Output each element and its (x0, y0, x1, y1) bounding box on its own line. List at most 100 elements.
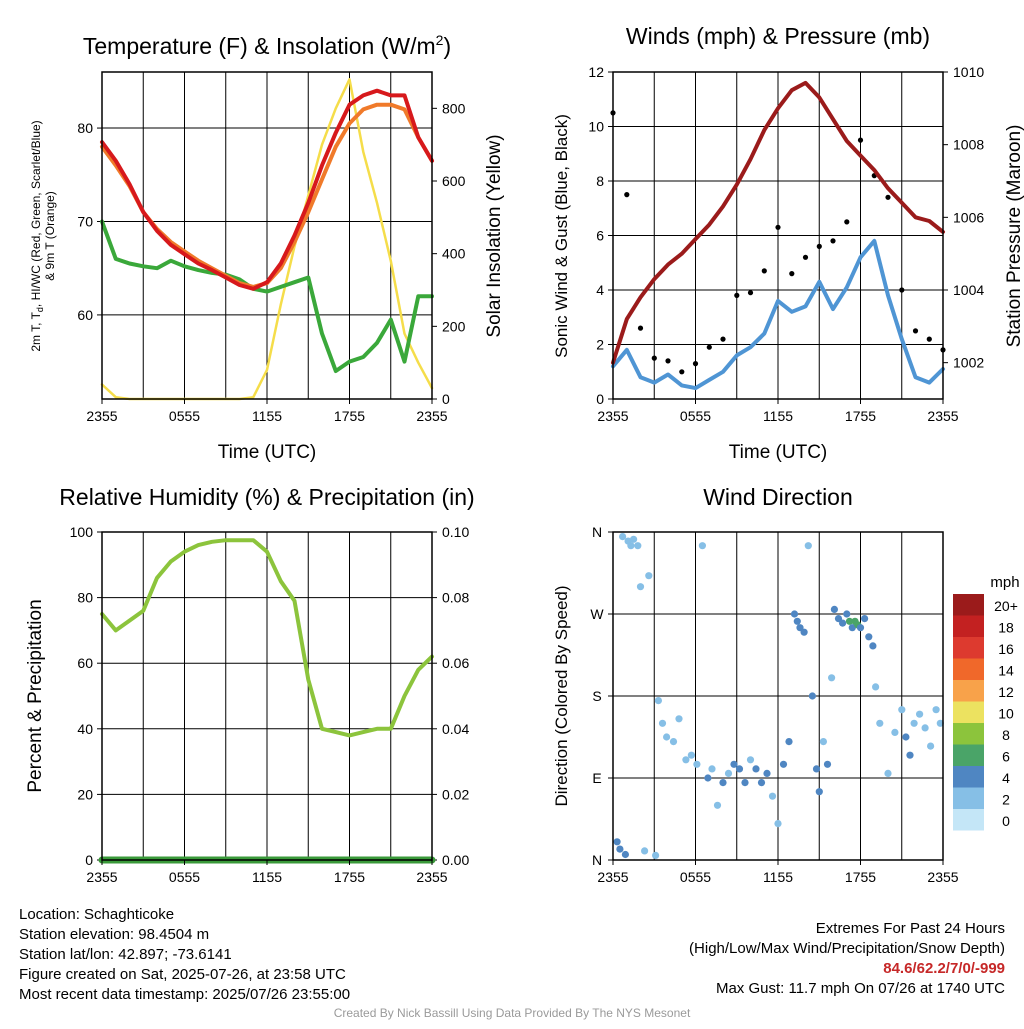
direction-point (735, 765, 744, 773)
direction-point (708, 765, 716, 773)
direction-point (861, 615, 869, 623)
gust-dot (816, 243, 822, 249)
direction-ytick-label: N (592, 852, 602, 868)
direction-point (675, 715, 683, 723)
winds-xtick-label: 2355 (927, 408, 958, 424)
temperature-ylabel-line2: & 9m T (Orange) (43, 191, 57, 281)
insolation-ylabel: Solar Insolation (Yellow) (484, 134, 505, 337)
speed-legend-swatch (953, 658, 984, 680)
direction-point (658, 719, 667, 727)
direction-point (652, 851, 660, 860)
direction-point (843, 610, 851, 618)
station-latlon: Station lat/lon: 42.897; -73.6141 (19, 946, 232, 963)
direction-point (828, 674, 836, 682)
humidity-xtick-label: 1155 (252, 869, 282, 885)
direction-point (636, 583, 645, 591)
direction-point (613, 838, 621, 846)
extremes-legend: (High/Low/Max Wind/Precipitation/Snow De… (689, 940, 1005, 957)
dewpoint-line (100, 219, 434, 373)
pressure-y2tick-label: 1010 (953, 64, 984, 80)
speed-legend-label: 0 (1002, 813, 1010, 829)
gust-dot (637, 325, 644, 331)
speed-legend-label: 10 (998, 705, 1014, 721)
temperature-ytick-label: 70 (77, 213, 93, 229)
gust-dot (885, 194, 891, 200)
insolation-y2tick-label: 400 (442, 246, 466, 262)
direction-point (785, 738, 793, 746)
wind-ytick-label: 4 (596, 282, 604, 298)
pressure-y2tick-label: 1002 (953, 355, 984, 371)
speed-legend-label: 20+ (994, 598, 1018, 614)
humidity-xtick-label: 2355 (86, 869, 117, 885)
pressure-y2tick-label: 1004 (953, 282, 984, 298)
temperature-panel: Temperature (F) & Insolation (W/m2) 60 70… (29, 32, 505, 463)
humidity-line (100, 538, 434, 738)
wind-ytick-label: 6 (596, 228, 604, 244)
direction-point (869, 642, 877, 650)
speed-legend-label: 2 (1002, 791, 1010, 807)
winds-xtick-label: 0555 (680, 408, 711, 424)
direction-point (812, 765, 821, 773)
direction-point (808, 692, 817, 700)
winds-xtick-label: 2355 (597, 408, 628, 424)
speed-legend-swatch (953, 723, 984, 745)
gust-dot (679, 369, 685, 375)
temperature-xtick-label: 0555 (169, 408, 200, 424)
speed-legend-label: 12 (998, 684, 1014, 700)
direction-point (856, 624, 865, 632)
direction-xtick-label: 0555 (680, 869, 711, 885)
winds-xtick-label: 1155 (763, 408, 793, 424)
direction-ylabel: Direction (Colored By Speed) (552, 585, 571, 806)
gust-dot (844, 219, 850, 225)
direction-point (815, 788, 823, 796)
insolation-y2tick-label: 600 (442, 173, 466, 189)
direction-point (630, 535, 638, 543)
speed-legend-label: 4 (1002, 770, 1010, 786)
direction-point (936, 719, 944, 727)
temperature-ylabel-line1: 2m T, Td, HI/WC (Red, Green, Scarlet/Blu… (29, 120, 45, 351)
direction-point (730, 760, 738, 768)
humidity-ytick-label: 40 (77, 721, 93, 737)
wind-ylabel: Sonic Wind & Gust (Blue, Black) (552, 114, 571, 358)
temperature-xtick-label: 2355 (86, 408, 117, 424)
direction-title: Wind Direction (703, 484, 853, 510)
direction-point (916, 710, 924, 718)
humidity-ytick-label: 20 (77, 786, 93, 802)
speed-legend-swatch (953, 637, 984, 659)
direction-point (698, 542, 707, 550)
direction-point (921, 724, 929, 732)
speed-legend-label: 14 (998, 662, 1014, 678)
speed-legend-label: 6 (1002, 748, 1010, 764)
direction-point (663, 733, 671, 741)
direction-point (687, 751, 696, 759)
pressure-y2tick-label: 1008 (953, 137, 984, 153)
pressure-y2tick-label: 1006 (953, 209, 984, 225)
speed-legend-swatch (953, 701, 984, 723)
wind-ytick-label: 12 (588, 64, 604, 80)
temperature-xlabel: Time (UTC) (218, 442, 317, 463)
gust-dot (802, 254, 809, 260)
direction-point (898, 706, 906, 714)
winds-xlabel: Time (UTC) (729, 442, 828, 463)
speed-legend-swatch (953, 766, 984, 788)
direction-point (741, 779, 749, 787)
gust-dot (665, 358, 671, 364)
gust-dot (830, 238, 836, 244)
direction-point (839, 619, 847, 627)
gust-dot (651, 355, 657, 361)
extremes-values: 84.6/62.2/7/0/-999 (883, 960, 1005, 977)
precip-y2tick-label: 0.06 (442, 655, 469, 671)
winds-panel: Winds (mph) & Pressure (mb) 0 2 4 6 8 10 12 100… (552, 23, 1024, 463)
direction-point (654, 697, 663, 705)
direction-point (634, 542, 642, 550)
extremes-info: Extremes For Past 24 Hours (High/Low/Max… (689, 919, 1005, 999)
winds-title: Winds (mph) & Pressure (mb) (626, 23, 930, 49)
speed-legend-swatch (953, 744, 984, 766)
direction-point (823, 760, 832, 768)
wind-ytick-label: 8 (596, 173, 604, 189)
direction-xtick-label: 1155 (763, 869, 793, 885)
